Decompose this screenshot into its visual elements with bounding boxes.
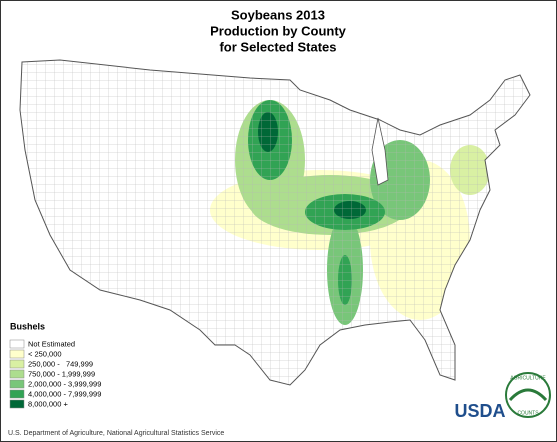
legend-swatch xyxy=(9,379,25,389)
legend-label: 8,000,000 + xyxy=(28,399,68,408)
legend-label: 2,000,000 - 3,999,999 xyxy=(28,379,101,388)
legend-label: < 250,000 xyxy=(28,349,62,358)
legend-label: 750,000 - 1,999,999 xyxy=(28,369,95,378)
usda-logo: AGRICULTURE COUNTS USDA xyxy=(454,372,551,421)
legend-label: 4,000,000 - 7,999,999 xyxy=(28,389,101,398)
logo-arc-top: AGRICULTURE xyxy=(510,375,546,381)
legend-swatch xyxy=(9,369,25,379)
legend-swatch xyxy=(9,359,25,369)
logo-arc-bottom: COUNTS xyxy=(517,410,539,416)
logo-swoosh xyxy=(508,388,548,402)
legend-title: Bushels xyxy=(10,321,45,331)
legend-swatch xyxy=(9,389,25,399)
logo-text: USDA xyxy=(454,401,505,421)
lake xyxy=(371,117,389,186)
legend-label: 250,000 - 749,999 xyxy=(28,359,93,368)
title-line: Production by County xyxy=(210,23,347,38)
legend-swatch xyxy=(9,339,25,349)
title-line: for Selected States xyxy=(219,39,336,54)
logo-ring xyxy=(505,372,551,418)
legend-swatch xyxy=(9,349,25,359)
footer: U.S. Department of Agriculture, National… xyxy=(8,430,224,437)
legend-label: Not Estimated xyxy=(28,339,75,348)
legend-swatch xyxy=(9,399,25,409)
title-line: Soybeans 2013 xyxy=(231,7,325,22)
